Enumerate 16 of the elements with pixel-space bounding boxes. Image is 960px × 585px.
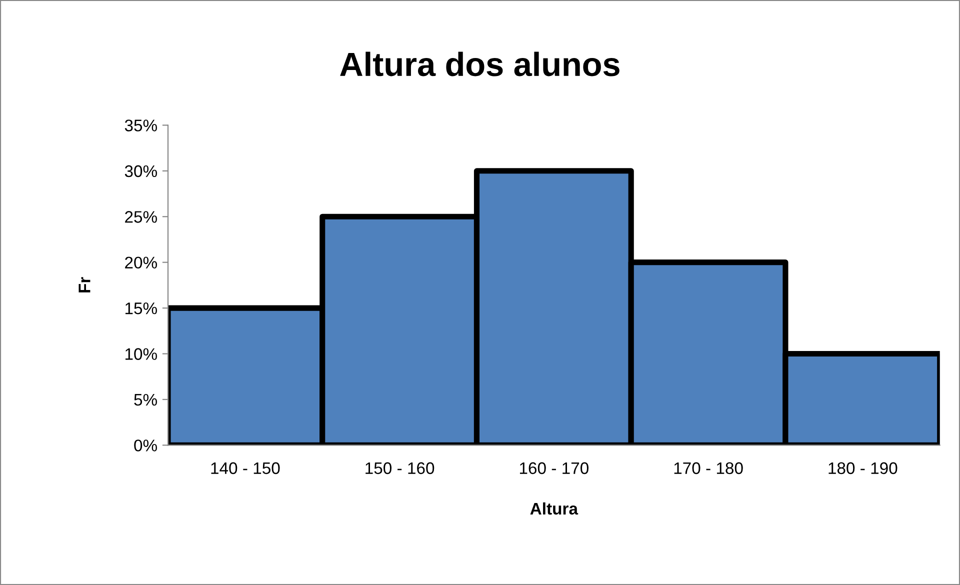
x-tick-label: 150 - 160 bbox=[366, 462, 434, 474]
y-tick-label: 25% bbox=[125, 211, 157, 223]
y-tick-label: 10% bbox=[125, 348, 157, 360]
x-tick-label: 160 - 170 bbox=[520, 462, 588, 474]
y-tick-label: 35% bbox=[124, 120, 157, 132]
y-tick-label: 15% bbox=[125, 302, 157, 314]
y-axis-title: Fr bbox=[78, 277, 90, 292]
chart-title: Altura dos alunos bbox=[340, 52, 620, 76]
y-tick-label: 20% bbox=[125, 256, 157, 269]
x-tick-label: 170 - 180 bbox=[674, 462, 743, 474]
x-tick-label: 180 - 190 bbox=[828, 462, 898, 474]
y-tick-label: 0% bbox=[134, 440, 157, 452]
y-tick-label: 5% bbox=[134, 394, 157, 406]
x-tick-label: 140 - 150 bbox=[211, 462, 280, 474]
y-tick-label: 30% bbox=[124, 165, 157, 178]
x-axis-title: Altura bbox=[530, 502, 578, 515]
